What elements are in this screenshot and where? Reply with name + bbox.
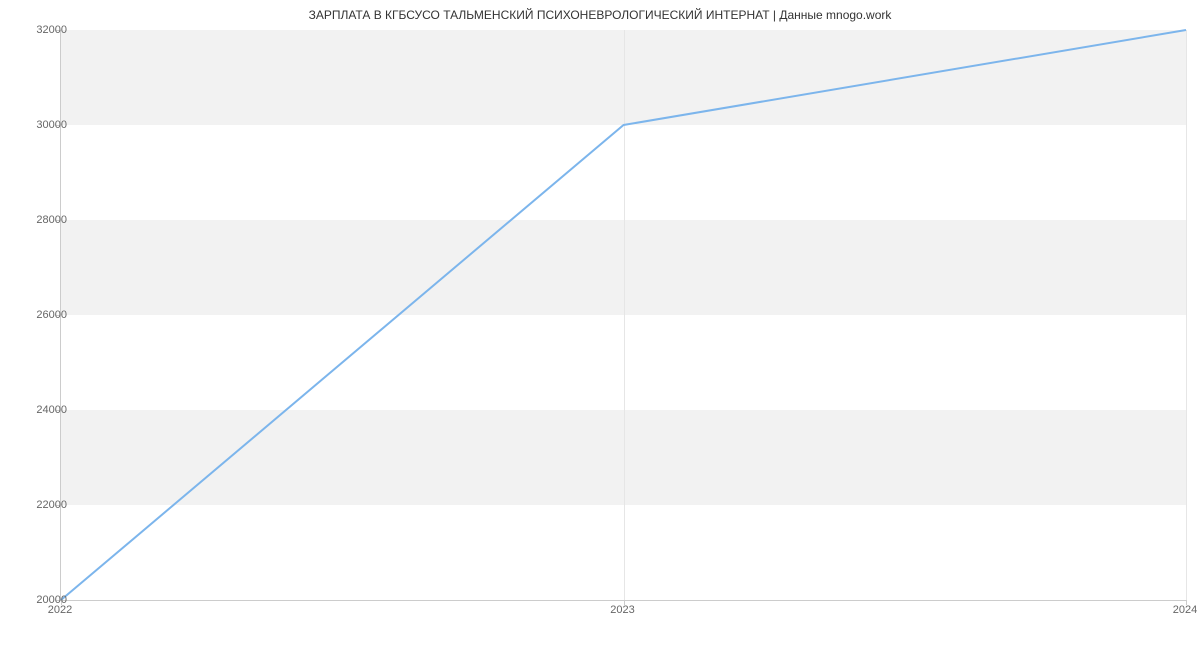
chart-container: ЗАРПЛАТА В КГБСУСО ТАЛЬМЕНСКИЙ ПСИХОНЕВР… bbox=[0, 0, 1200, 650]
y-axis-label: 30000 bbox=[7, 119, 67, 131]
y-axis-label: 24000 bbox=[7, 404, 67, 416]
gridline-vertical bbox=[1186, 30, 1187, 600]
y-axis-label: 26000 bbox=[7, 309, 67, 321]
x-axis-label: 2023 bbox=[610, 604, 634, 616]
y-axis-label: 28000 bbox=[7, 214, 67, 226]
chart-title: ЗАРПЛАТА В КГБСУСО ТАЛЬМЕНСКИЙ ПСИХОНЕВР… bbox=[0, 0, 1200, 22]
line-series bbox=[61, 30, 1186, 600]
plot-area bbox=[60, 30, 1186, 601]
y-axis-label: 32000 bbox=[7, 24, 67, 36]
y-axis-label: 22000 bbox=[7, 499, 67, 511]
x-axis-label: 2024 bbox=[1173, 604, 1197, 616]
y-axis-label: 20000 bbox=[7, 594, 67, 606]
salary-line bbox=[61, 30, 1186, 600]
